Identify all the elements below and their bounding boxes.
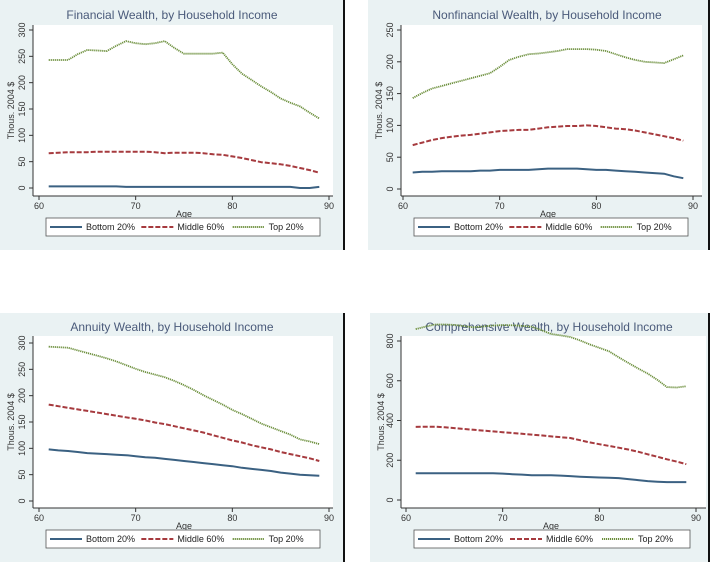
legend-label: Top 20% bbox=[637, 222, 672, 232]
plot-area bbox=[401, 25, 702, 196]
legend-box bbox=[413, 529, 691, 549]
legend-label: Middle 60% bbox=[545, 222, 592, 232]
x-tick-label: 60 bbox=[401, 513, 411, 523]
series-line-bottom bbox=[48, 448, 320, 477]
series-line-middle bbox=[412, 124, 684, 147]
plot-area bbox=[33, 25, 333, 196]
y-tick-label: 150 bbox=[385, 86, 395, 101]
panel-divider bbox=[708, 0, 710, 250]
x-tick-label: 80 bbox=[227, 513, 237, 523]
y-tick-label: 300 bbox=[17, 335, 27, 350]
y-tick-label: 800 bbox=[385, 333, 395, 348]
chart-title: Financial Wealth, by Household Income bbox=[66, 8, 278, 22]
x-tick-label: 70 bbox=[131, 513, 141, 523]
chart-title: Comprehensive Wealth, by Household Incom… bbox=[425, 320, 673, 334]
series-line-bottom bbox=[48, 185, 320, 189]
series-line-top bbox=[48, 40, 320, 120]
x-axis-label: Age bbox=[543, 521, 559, 531]
y-tick-label: 0 bbox=[17, 498, 27, 503]
legend-label: Top 20% bbox=[269, 534, 304, 544]
series-line-middle bbox=[415, 425, 687, 466]
y-tick-label: 200 bbox=[17, 75, 27, 90]
legend-box bbox=[45, 529, 321, 549]
y-tick-label: 100 bbox=[385, 118, 395, 133]
y-axis-label: Thous. 2004 $ bbox=[376, 393, 386, 451]
plot-area bbox=[401, 336, 706, 508]
x-tick-label: 60 bbox=[398, 201, 408, 211]
legend-label: Top 20% bbox=[269, 222, 304, 232]
x-tick-label: 90 bbox=[688, 201, 698, 211]
y-tick-label: 600 bbox=[385, 373, 395, 388]
y-tick-label: 50 bbox=[17, 157, 27, 167]
x-tick-label: 70 bbox=[498, 513, 508, 523]
y-tick-label: 250 bbox=[17, 362, 27, 377]
y-tick-label: 250 bbox=[385, 22, 395, 37]
x-tick-label: 70 bbox=[495, 201, 505, 211]
series-line-middle bbox=[48, 403, 320, 462]
y-axis-label: Thous. 2004 $ bbox=[374, 82, 384, 140]
plot-area bbox=[33, 336, 333, 508]
y-tick-label: 50 bbox=[17, 470, 27, 480]
panel-divider bbox=[343, 313, 345, 562]
y-tick-label: 200 bbox=[17, 388, 27, 403]
y-tick-label: 50 bbox=[385, 152, 395, 162]
x-tick-label: 70 bbox=[131, 201, 141, 211]
series-line-top bbox=[412, 48, 684, 99]
y-tick-label: 250 bbox=[17, 49, 27, 64]
x-axis-label: Age bbox=[540, 209, 556, 219]
x-tick-label: 60 bbox=[34, 513, 44, 523]
x-axis-label: Age bbox=[176, 209, 192, 219]
series-line-bottom bbox=[415, 472, 687, 484]
x-tick-label: 80 bbox=[591, 201, 601, 211]
legend-label: Bottom 20% bbox=[86, 534, 135, 544]
y-axis-label: Thous. 2004 $ bbox=[6, 393, 16, 451]
legend-label: Top 20% bbox=[638, 534, 673, 544]
y-tick-label: 100 bbox=[17, 441, 27, 456]
legend-label: Middle 60% bbox=[177, 534, 224, 544]
legend-label: Middle 60% bbox=[546, 534, 593, 544]
panel-divider bbox=[708, 313, 710, 562]
legend-label: Bottom 20% bbox=[454, 222, 503, 232]
chart-title: Nonfinancial Wealth, by Household Income bbox=[432, 8, 662, 22]
series-line-bottom bbox=[412, 167, 684, 180]
x-axis-label: Age bbox=[176, 521, 192, 531]
y-axis-label: Thous. 2004 $ bbox=[6, 82, 16, 140]
y-tick-label: 0 bbox=[385, 186, 395, 191]
y-tick-label: 150 bbox=[17, 414, 27, 429]
legend-label: Bottom 20% bbox=[454, 534, 503, 544]
legend-label: Bottom 20% bbox=[86, 222, 135, 232]
y-tick-label: 400 bbox=[385, 413, 395, 428]
y-tick-label: 0 bbox=[385, 497, 395, 502]
y-tick-label: 200 bbox=[385, 54, 395, 69]
y-tick-label: 100 bbox=[17, 128, 27, 143]
panel-divider bbox=[343, 0, 345, 250]
x-tick-label: 90 bbox=[324, 513, 334, 523]
x-tick-label: 90 bbox=[691, 513, 701, 523]
y-tick-label: 0 bbox=[17, 185, 27, 190]
legend-box bbox=[45, 217, 321, 237]
y-tick-label: 200 bbox=[385, 453, 395, 468]
x-tick-label: 80 bbox=[594, 513, 604, 523]
legend-label: Middle 60% bbox=[177, 222, 224, 232]
y-tick-label: 300 bbox=[17, 22, 27, 37]
series-line-top bbox=[48, 345, 320, 445]
x-tick-label: 60 bbox=[34, 201, 44, 211]
x-tick-label: 90 bbox=[324, 201, 334, 211]
legend-box bbox=[413, 217, 689, 237]
x-tick-label: 80 bbox=[227, 201, 237, 211]
chart-title: Annuity Wealth, by Household Income bbox=[70, 320, 274, 334]
series-line-middle bbox=[48, 150, 320, 174]
y-tick-label: 150 bbox=[17, 101, 27, 116]
